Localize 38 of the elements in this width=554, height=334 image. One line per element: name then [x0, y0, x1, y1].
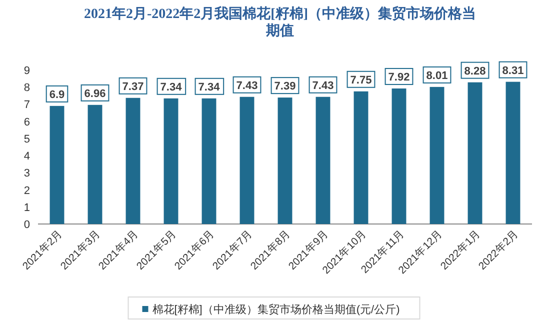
- data-label: 6.9: [49, 88, 65, 101]
- data-label: 8.28: [464, 65, 486, 78]
- bar: [392, 88, 406, 224]
- data-label: 7.92: [388, 71, 410, 84]
- data-label: 7.75: [350, 74, 372, 86]
- chart-title: 2021年2月-2022年2月我国棉花[籽棉]（中准级）集贸市场价格当期值: [83, 6, 477, 40]
- data-label: 7.43: [312, 80, 334, 92]
- bar: [202, 98, 216, 224]
- y-tick-label: 2: [24, 184, 30, 197]
- y-tick-label: 9: [24, 65, 30, 77]
- data-label: 6.96: [84, 88, 106, 100]
- y-tick-label: 0: [24, 219, 30, 231]
- bar: [468, 82, 482, 224]
- bar: [126, 98, 140, 224]
- legend-label: 棉花[籽棉]（中准级）集贸市场价格当期值(元/公斤): [152, 303, 400, 316]
- bar: [354, 91, 368, 224]
- y-tick-label: 6: [24, 116, 30, 128]
- bar: [164, 98, 178, 224]
- data-label: 7.39: [274, 80, 296, 93]
- bar: [430, 86, 444, 224]
- y-tick-label: 1: [24, 202, 30, 214]
- bar: [278, 98, 292, 224]
- data-label: 7.34: [198, 81, 221, 94]
- data-label: 7.43: [236, 80, 258, 92]
- y-tick-label: 4: [24, 150, 30, 163]
- data-label: 8.01: [426, 70, 448, 82]
- bar: [240, 96, 254, 224]
- bar: [316, 96, 330, 224]
- bar: [506, 82, 520, 224]
- data-label: 8.31: [502, 64, 524, 77]
- data-label: 7.37: [122, 80, 144, 93]
- bar: [88, 104, 102, 224]
- y-tick-label: 5: [24, 133, 30, 146]
- y-tick-label: 3: [24, 168, 30, 180]
- y-tick-label: 8: [24, 82, 30, 94]
- data-label: 7.34: [160, 81, 183, 94]
- y-tick-label: 7: [24, 99, 30, 112]
- bar: [50, 106, 64, 224]
